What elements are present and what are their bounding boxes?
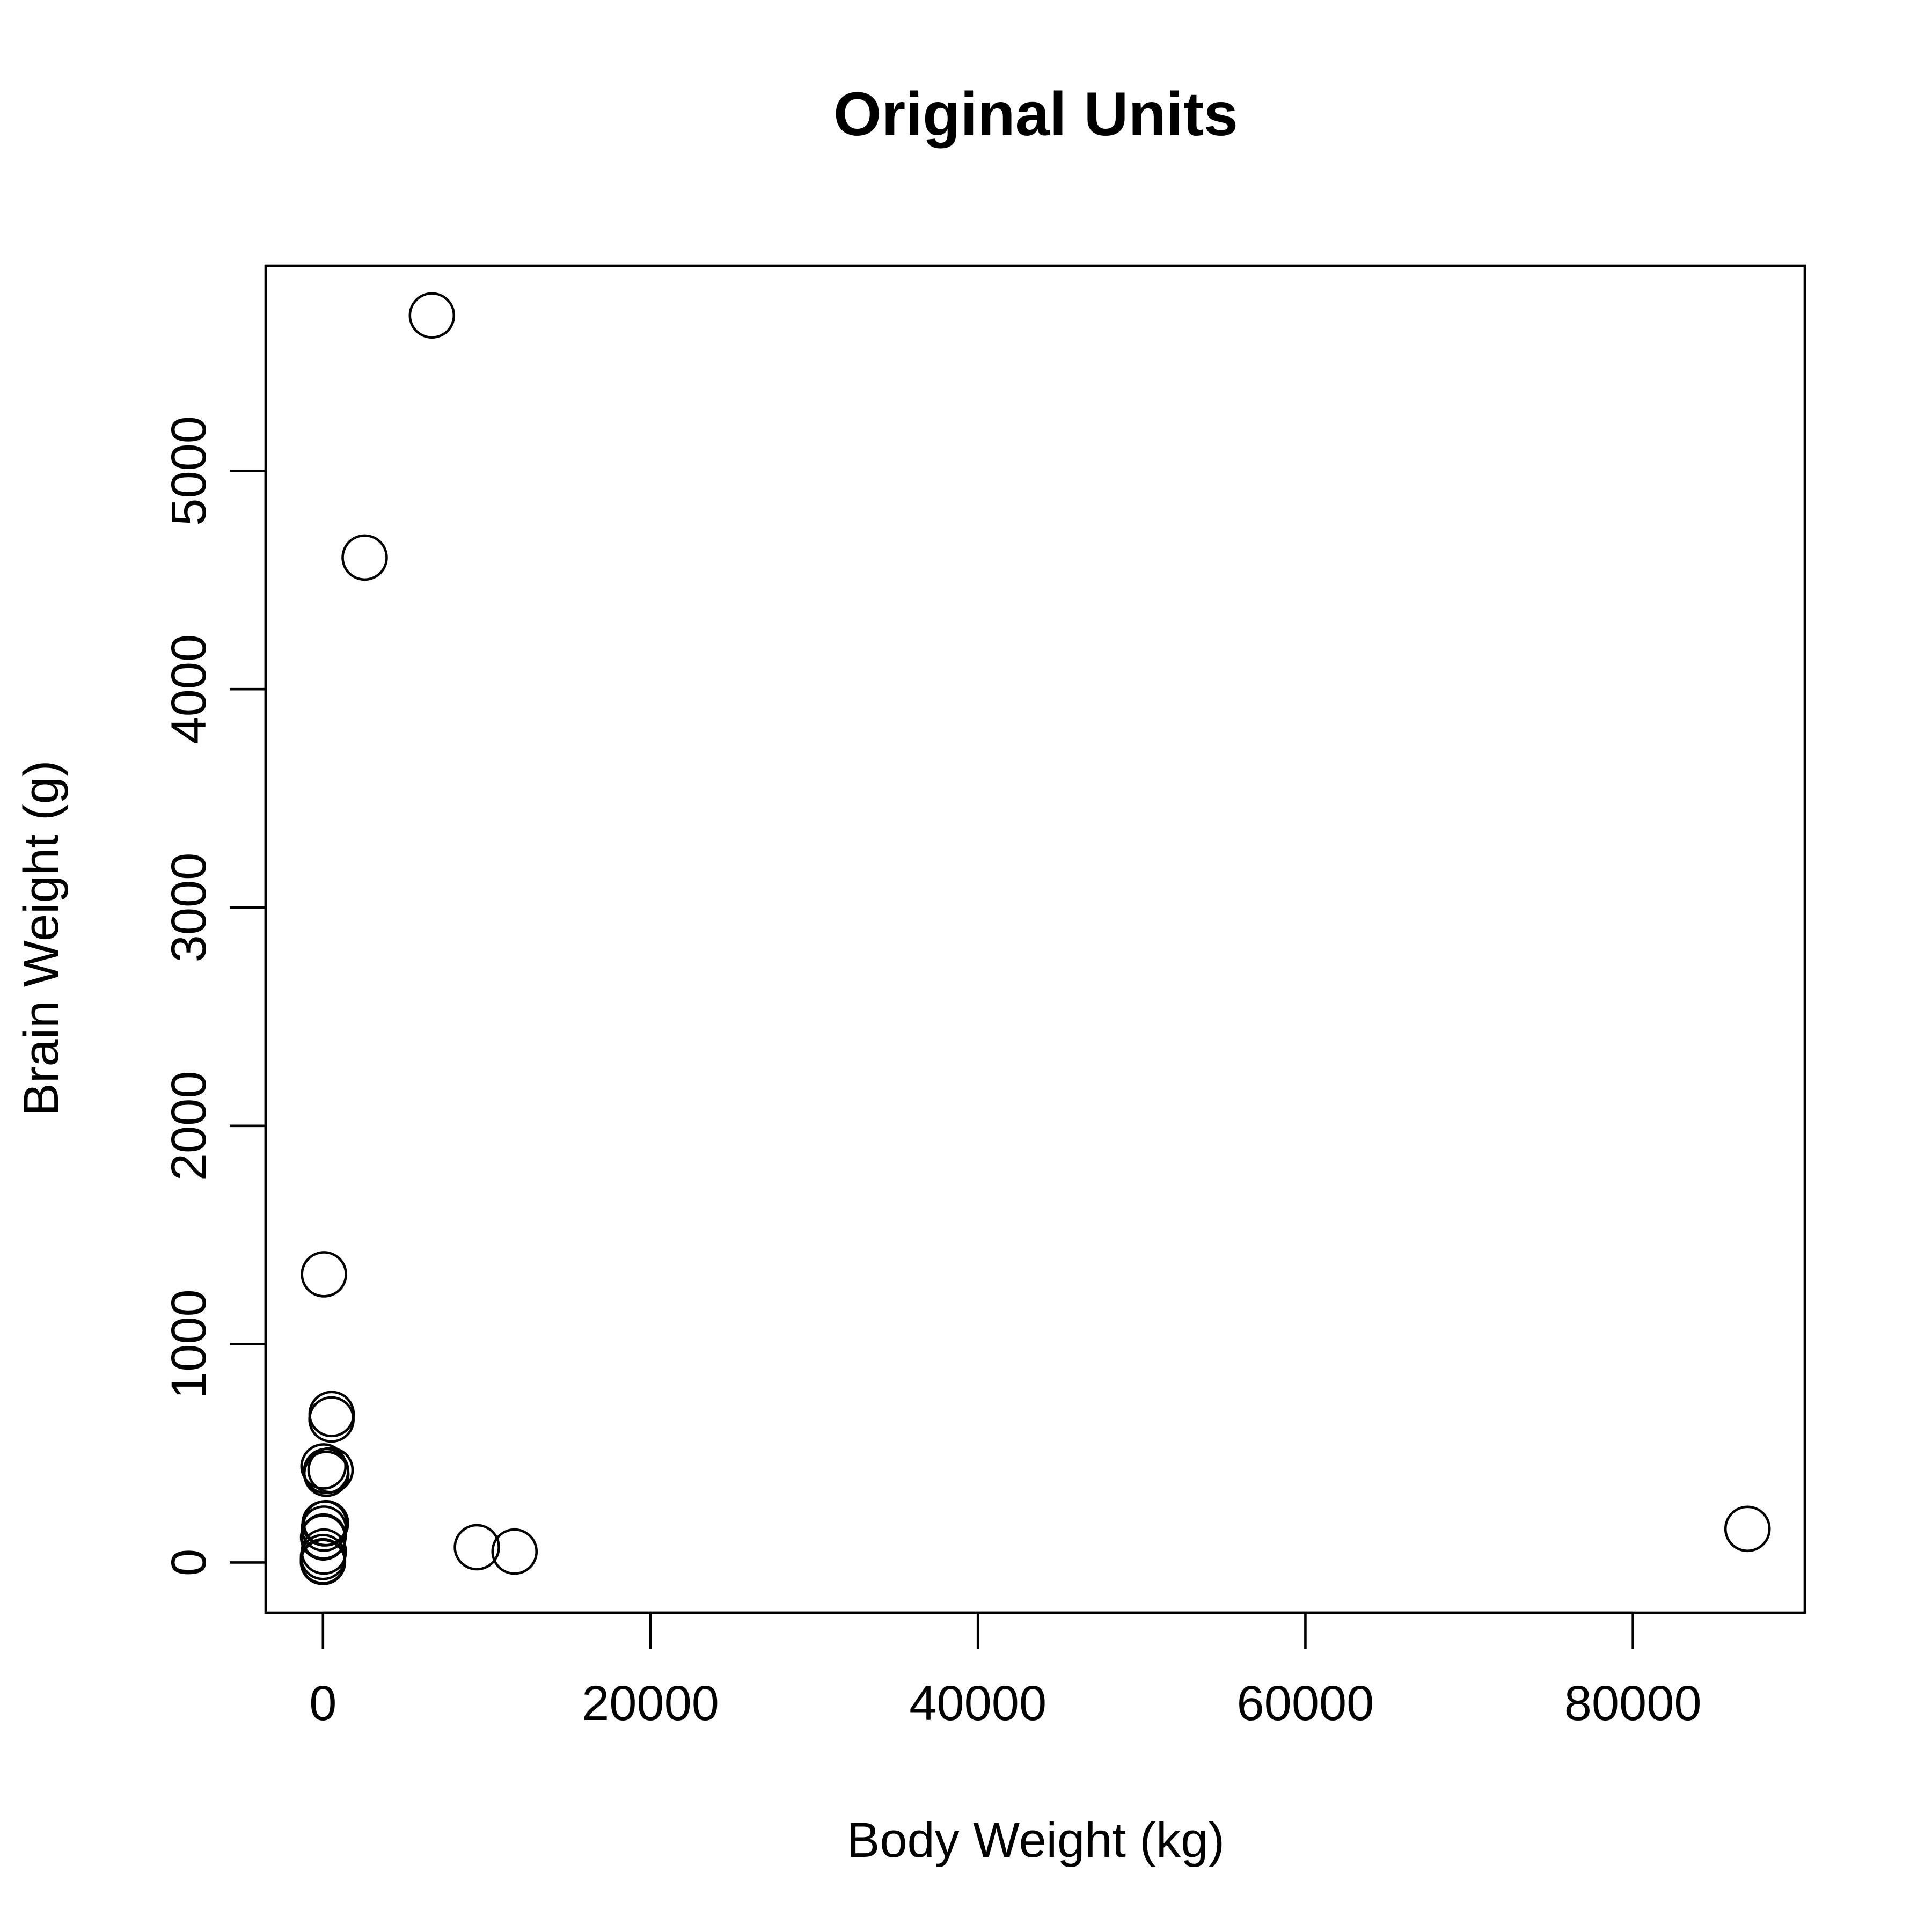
data-point	[299, 1539, 347, 1585]
data-point	[303, 1450, 350, 1497]
chart-title: Original Units	[833, 80, 1238, 149]
y-tick-label: 1000	[162, 1289, 216, 1399]
data-point	[308, 1396, 355, 1443]
x-axis: 0 20000 40000 60000 80000	[309, 1611, 1702, 1731]
data-points	[299, 292, 1771, 1585]
y-tick-label: 5000	[162, 416, 216, 526]
data-point	[307, 1447, 354, 1494]
x-axis-label: Body Weight (kg)	[847, 1813, 1225, 1868]
x-tick-label: 80000	[1564, 1676, 1702, 1731]
y-tick-label: 4000	[162, 634, 216, 744]
data-point	[1724, 1505, 1771, 1553]
data-point	[301, 1251, 347, 1298]
data-point	[303, 1499, 349, 1547]
data-point	[300, 1443, 347, 1490]
data-point	[300, 1514, 347, 1561]
x-tick-label: 40000	[909, 1676, 1046, 1731]
y-axis-label: Brain Weight (g)	[14, 760, 69, 1116]
y-axis: 0 1000 2000 3000 4000 5000	[162, 416, 267, 1576]
data-point	[303, 1447, 349, 1495]
y-tick-label: 3000	[162, 853, 216, 963]
data-point	[341, 534, 388, 581]
data-point	[491, 1528, 538, 1575]
data-point	[408, 292, 456, 339]
x-tick-label: 20000	[582, 1676, 719, 1731]
data-point	[453, 1524, 500, 1571]
y-tick-label: 2000	[162, 1071, 216, 1181]
plot-frame	[264, 264, 1806, 1614]
x-tick-label: 0	[309, 1676, 336, 1731]
y-tick-label: 0	[162, 1549, 216, 1576]
x-tick-label: 60000	[1237, 1676, 1374, 1731]
